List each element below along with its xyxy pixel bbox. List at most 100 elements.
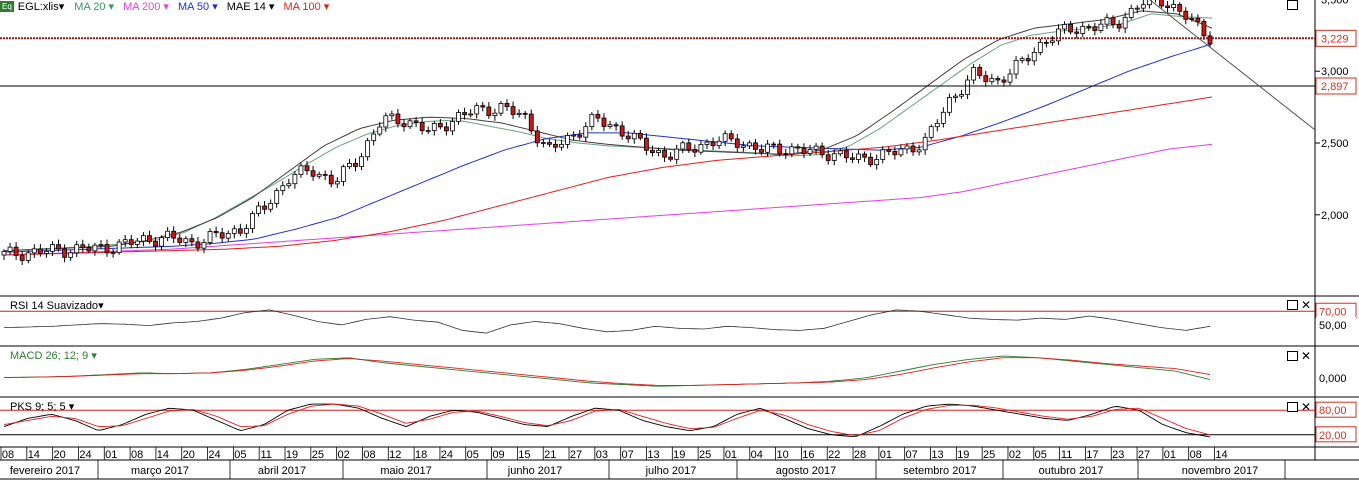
candle <box>643 133 649 156</box>
candle <box>625 131 631 143</box>
candle <box>862 151 867 163</box>
candle-body <box>407 120 413 128</box>
candle <box>747 140 752 150</box>
pks-level-label: 80,00 <box>1319 405 1347 417</box>
candle <box>1189 13 1195 22</box>
candle <box>256 201 261 217</box>
pks-level-box <box>1315 401 1357 418</box>
maximize-macd-button[interactable] <box>1287 351 1298 361</box>
legend-ma-20[interactable]: MA 20 ▾ <box>74 0 115 13</box>
candle-body <box>1080 25 1086 34</box>
x-tick-label: 03 <box>596 449 608 461</box>
candle-body <box>365 140 371 158</box>
candle <box>886 146 892 156</box>
price-overlays <box>0 0 1316 131</box>
candle <box>759 144 764 156</box>
candle-body <box>504 102 510 107</box>
candle-body <box>140 235 146 242</box>
maximize-rsi-button[interactable] <box>1287 300 1298 310</box>
candle-body <box>813 145 819 150</box>
candle <box>577 130 583 140</box>
candle <box>304 160 310 175</box>
candle-body <box>1062 24 1067 30</box>
candle-body <box>359 156 364 167</box>
candle-body <box>1146 0 1152 6</box>
x-tick-label: 18 <box>415 449 427 461</box>
candle-body <box>783 153 789 156</box>
candle-body <box>310 170 316 177</box>
candle <box>468 109 474 118</box>
candle <box>231 225 237 239</box>
candle-body <box>1110 17 1116 25</box>
legend-ma-200[interactable]: MA 200 ▾ <box>123 0 169 13</box>
legend-ma-100[interactable]: MA 100 ▾ <box>283 0 330 13</box>
x-tick-label: 01 <box>880 449 892 461</box>
equity-badge: Eq <box>0 0 14 12</box>
candle <box>371 129 377 146</box>
candle <box>934 119 940 132</box>
x-tick-label: 05 <box>1035 449 1047 461</box>
candle <box>444 121 449 136</box>
macd-title[interactable]: MACD 26; 12; 9 ▾ <box>10 350 97 362</box>
candle-body <box>559 143 564 148</box>
x-tick-label: 24 <box>441 449 453 461</box>
candle <box>601 113 607 132</box>
candle <box>910 142 916 156</box>
candle <box>516 109 522 118</box>
candle <box>522 110 528 120</box>
pks-title[interactable]: PKS 9; 5; 5 ▾ <box>10 401 75 413</box>
candle-body <box>916 149 922 153</box>
close-rsi-icon[interactable]: ✕ <box>1301 298 1312 312</box>
candle-body <box>1013 59 1019 75</box>
candle <box>322 170 328 181</box>
month-label: setembro 2017 <box>903 465 976 477</box>
candle-body <box>734 138 740 148</box>
candle-body <box>771 143 777 146</box>
candle <box>1007 68 1013 86</box>
maximize-pks-button[interactable] <box>1287 402 1298 412</box>
x-tick-label: 25 <box>699 449 711 461</box>
candle-body <box>692 149 698 153</box>
symbol-selector[interactable]: EGL:xlis▾ <box>17 0 65 13</box>
candle-body <box>147 235 152 242</box>
maximize-main-button[interactable] <box>1287 0 1298 10</box>
candle <box>437 119 443 130</box>
candle-body <box>304 165 310 172</box>
candle-body <box>553 143 558 148</box>
candle-body <box>940 111 946 124</box>
candle <box>419 117 425 135</box>
candle-body <box>395 113 401 125</box>
candle-body <box>37 248 43 254</box>
candle <box>431 121 437 136</box>
candle-body <box>383 115 389 128</box>
candle <box>195 236 201 252</box>
candle <box>765 139 770 157</box>
line-ma-100 <box>3 96 1213 256</box>
candle-body <box>686 142 692 150</box>
candle <box>340 164 346 187</box>
candle-body <box>650 149 655 153</box>
close-pks-icon[interactable]: ✕ <box>1301 400 1312 414</box>
candle <box>783 148 789 159</box>
x-tick-label: 22 <box>828 449 840 461</box>
candle <box>662 146 667 163</box>
candle <box>1043 39 1049 48</box>
candle-body <box>116 241 122 253</box>
candle-body <box>1122 17 1128 29</box>
legend-ma-50[interactable]: MA 50 ▾ <box>177 0 218 13</box>
candle <box>1050 36 1055 46</box>
close-macd-icon[interactable]: ✕ <box>1301 349 1312 363</box>
candle <box>177 234 183 245</box>
month-label: outubro 2017 <box>1039 465 1104 477</box>
candle-body <box>522 112 528 115</box>
candle-body <box>50 244 55 252</box>
candle-body <box>850 157 855 160</box>
legend-mae-14[interactable]: MAE 14 ▾ <box>226 0 275 13</box>
candle-body <box>1183 10 1189 20</box>
x-tick-label: 25 <box>983 449 995 461</box>
rsi-title[interactable]: RSI 14 Suavizado▾ <box>10 300 104 312</box>
candle-body <box>1056 28 1061 42</box>
candle <box>262 201 267 215</box>
x-tick-label: 11 <box>260 449 271 461</box>
candle <box>492 108 498 121</box>
